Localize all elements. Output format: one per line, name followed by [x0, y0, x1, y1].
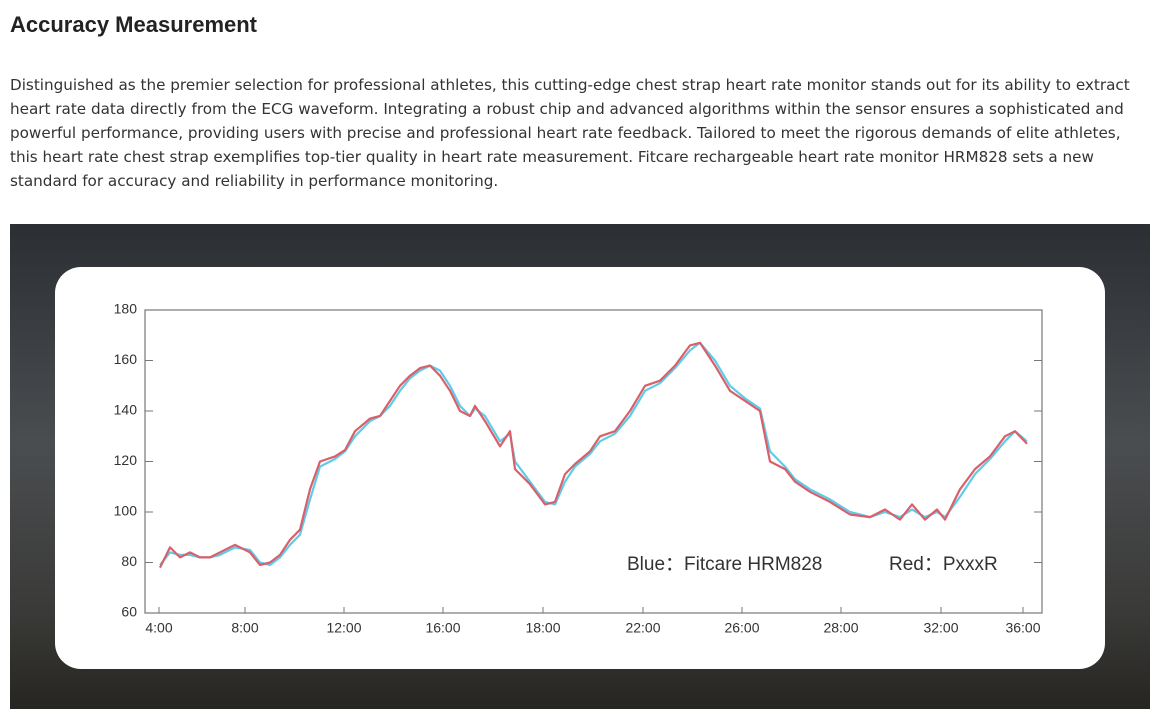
x-tick-label: 22:00	[625, 620, 660, 636]
legend-entry: Red：PxxxR	[889, 554, 998, 575]
x-tick-label: 12:00	[326, 620, 361, 636]
chart: 60 80 100 120 140 160 180 4:00 8:00 12:00 16:00 18:…	[114, 301, 1043, 636]
y-tick-label: 80	[121, 553, 137, 569]
chart-image: 60 80 100 120 140 160 180 4:00 8:00 12:00 16:00 18:…	[10, 224, 1150, 709]
x-tick-label: 32:00	[923, 620, 958, 636]
legend-entry: Blue：Fitcare HRM828	[627, 554, 822, 575]
x-tick-label: 8:00	[231, 620, 258, 636]
x-tick-label: 26:00	[724, 620, 759, 636]
y-tick-label: 160	[114, 351, 138, 367]
x-tick-label: 4:00	[145, 620, 172, 636]
x-tick-label: 28:00	[823, 620, 858, 636]
y-tick-label: 60	[121, 604, 137, 620]
page-title: Accuracy Measurement	[10, 12, 258, 37]
series-line	[159, 341, 1028, 569]
y-tick-label: 140	[114, 402, 138, 418]
x-tick-label: 16:00	[425, 620, 460, 636]
y-tick-label: 100	[114, 503, 138, 519]
y-tick-label: 180	[114, 301, 138, 317]
x-tick-label: 36:00	[1005, 620, 1040, 636]
chart-card: 60 80 100 120 140 160 180 4:00 8:00 12:00 16:00 18:…	[55, 267, 1105, 669]
x-tick-label: 18:00	[525, 620, 560, 636]
y-tick-label: 120	[114, 452, 138, 468]
series-line	[159, 341, 1028, 567]
description: Distinguished as the premier selection f…	[10, 76, 1130, 190]
